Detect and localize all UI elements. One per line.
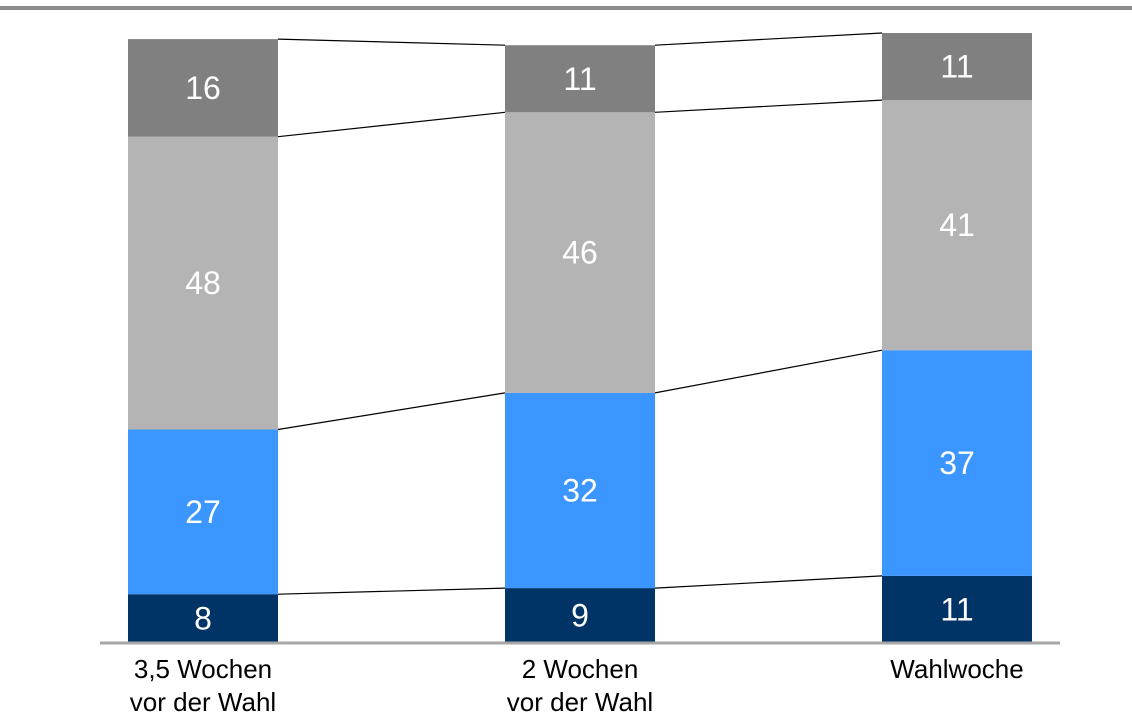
data-label: 11 — [940, 49, 973, 85]
connector-line — [654, 99, 883, 113]
bar-segment — [505, 112, 655, 393]
data-label: 32 — [562, 473, 598, 509]
connector-line — [277, 392, 506, 431]
data-label: 41 — [939, 207, 975, 243]
data-label: 46 — [562, 235, 598, 271]
connector-line — [277, 38, 506, 46]
category-label: vor der Wahl — [130, 687, 276, 717]
bar-segment — [882, 33, 1032, 101]
bar-segment — [505, 45, 655, 113]
connector-line — [654, 575, 883, 589]
connector-lines — [277, 32, 883, 595]
category-label: vor der Wahl — [507, 687, 653, 717]
category-label: Wahlwoche — [890, 654, 1023, 684]
bars — [128, 33, 1032, 643]
bar-segment — [128, 429, 278, 595]
data-label: 16 — [185, 70, 221, 106]
bar-segment — [505, 588, 655, 643]
connector-line — [277, 587, 506, 595]
data-label: 48 — [185, 265, 221, 301]
data-label: 11 — [563, 61, 596, 97]
category-label: 3,5 Wochen — [134, 654, 272, 684]
connector-line — [654, 349, 883, 394]
connector-line — [654, 32, 883, 46]
data-label: 11 — [940, 591, 973, 627]
bar-segment — [882, 100, 1032, 351]
data-label: 37 — [939, 445, 975, 481]
data-label: 9 — [571, 598, 589, 634]
bar-segment — [128, 39, 278, 137]
data-label: 8 — [194, 601, 212, 637]
connector-line — [277, 111, 506, 138]
bar-segment — [128, 594, 278, 643]
bar-segment — [882, 575, 1032, 643]
bar-segment — [882, 350, 1032, 576]
segment-labels: 8 27 48 16 9 32 46 11 11 37 41 11 — [185, 49, 975, 637]
category-label: 2 Wochen — [522, 654, 639, 684]
data-label: 27 — [185, 494, 221, 530]
bar-segment — [128, 136, 278, 430]
bar-segment — [505, 392, 655, 589]
